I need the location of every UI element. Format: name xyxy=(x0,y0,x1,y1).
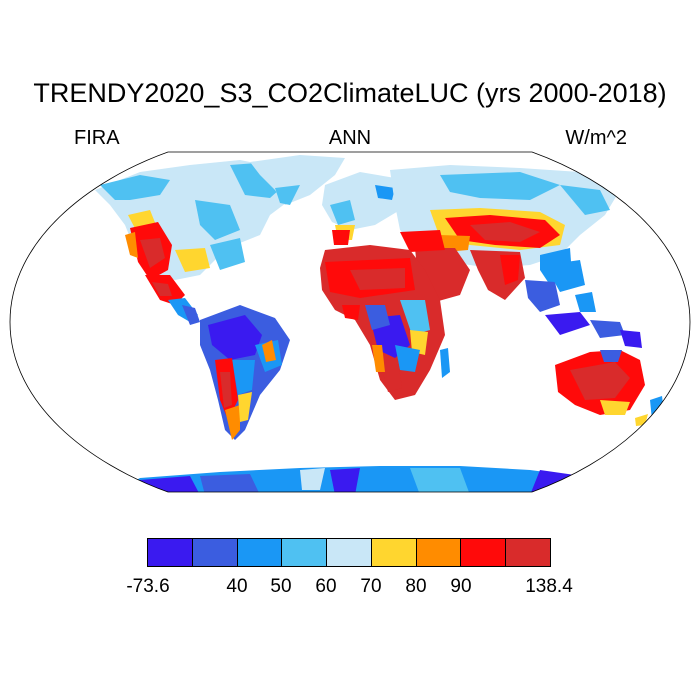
map-border xyxy=(9,151,691,493)
asia xyxy=(390,165,620,312)
australia xyxy=(555,350,645,415)
colorbar-bin xyxy=(461,539,507,566)
colorbar-label: 40 xyxy=(226,576,248,597)
greenland-edge xyxy=(275,185,300,205)
middle-east-north xyxy=(400,230,445,252)
colorbar-label: 70 xyxy=(360,576,382,597)
colorbar-bin xyxy=(371,539,417,566)
units-label: W/m^2 xyxy=(565,127,627,149)
colorbar xyxy=(147,538,551,567)
south-america xyxy=(200,305,290,440)
colorbar-label-max: 138.4 xyxy=(525,576,573,597)
colorbar-label-min: -73.6 xyxy=(126,576,170,597)
madagascar xyxy=(440,348,450,378)
new-zealand xyxy=(650,396,664,420)
africa xyxy=(320,245,445,400)
greenland xyxy=(250,155,345,205)
colorbar-bin xyxy=(148,539,193,566)
colorbar-label: 80 xyxy=(405,576,427,597)
antarctica xyxy=(110,466,620,492)
colorbar-label: 90 xyxy=(450,576,472,597)
se-asia-islands xyxy=(545,292,642,348)
colorbar-label: 50 xyxy=(270,576,292,597)
season-label: ANN xyxy=(328,127,372,149)
colorbar-bin xyxy=(327,539,372,566)
colorbar-bin xyxy=(282,539,328,566)
colorbar-bin xyxy=(506,539,551,566)
colorbar-label: 60 xyxy=(315,576,337,597)
colorbar-bin xyxy=(237,539,283,566)
chart-title: TRENDY2020_S3_CO2ClimateLUC (yrs 2000-20… xyxy=(33,78,667,108)
variable-label: FIRA xyxy=(74,127,120,149)
colorbar-bin xyxy=(416,539,462,566)
colorbar-bin xyxy=(192,539,238,566)
